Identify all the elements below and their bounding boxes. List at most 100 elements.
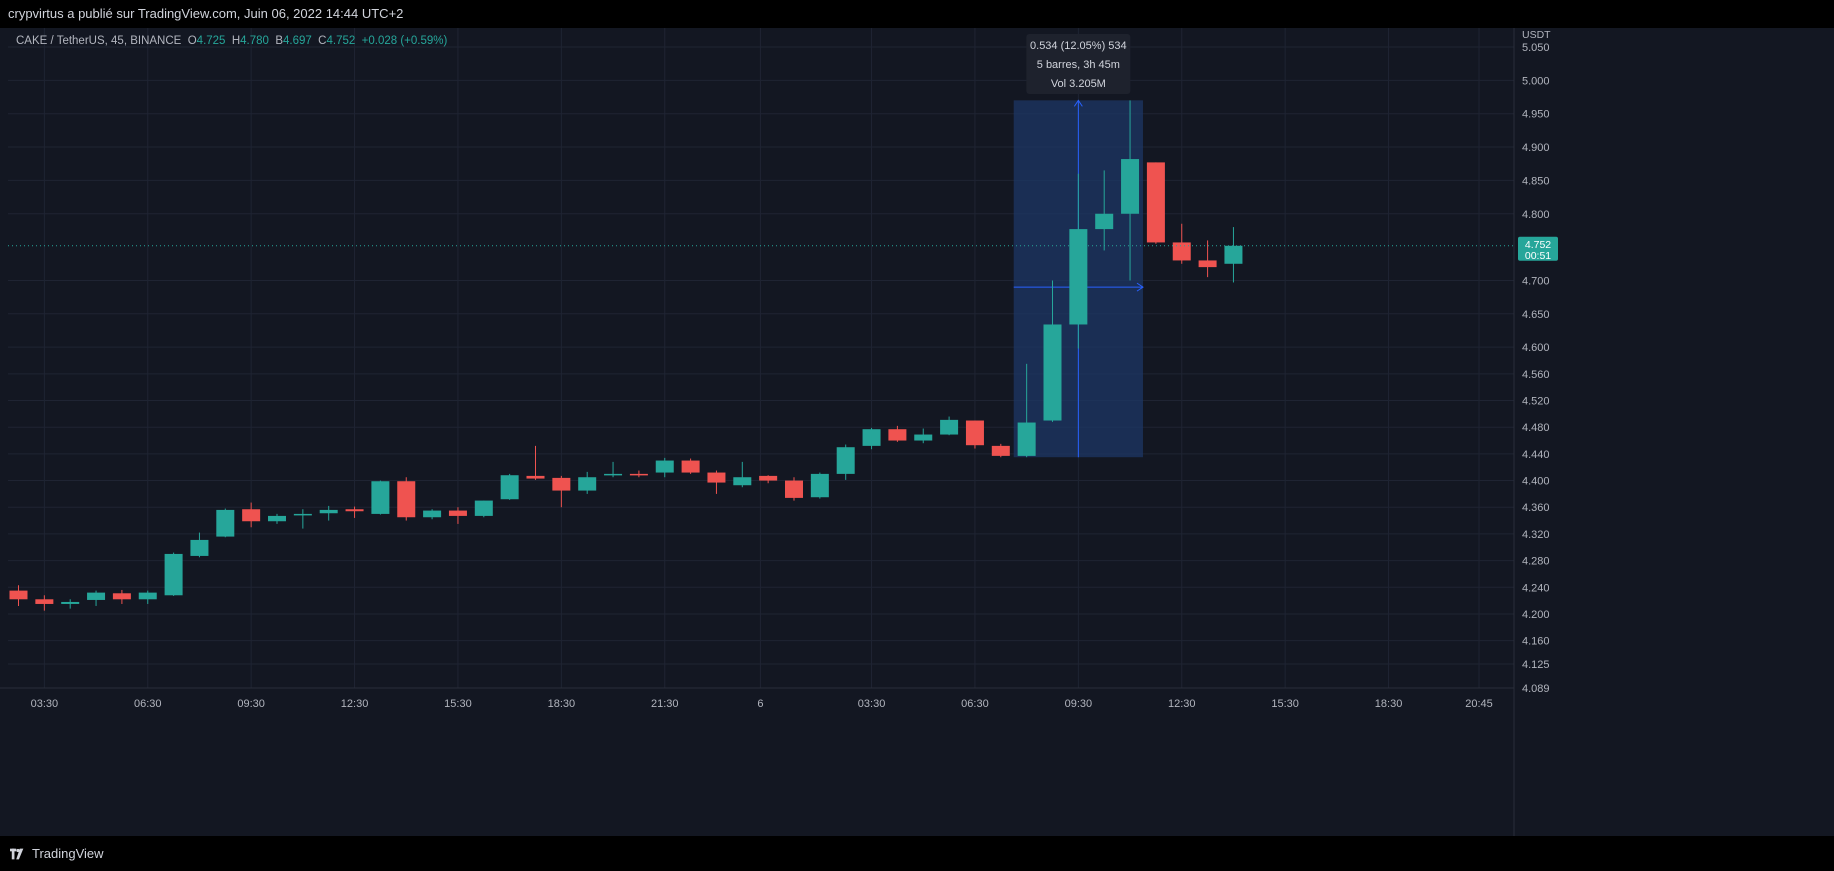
candlestick-chart[interactable]: 0.534 (12.05%) 534 5 barres, 3h 45m Vol 3.… xyxy=(0,28,1834,836)
candle-body xyxy=(1017,422,1036,456)
price-tick-label: 4.560 xyxy=(1522,369,1550,381)
candle-body xyxy=(629,473,648,476)
bar-countdown: 00:51 xyxy=(1525,250,1551,262)
candle-body xyxy=(448,510,467,516)
candle-body xyxy=(345,509,364,512)
candle xyxy=(448,507,467,524)
candle-body xyxy=(1095,213,1114,230)
tradingview-brand[interactable]: TradingView xyxy=(10,846,104,861)
candle xyxy=(552,475,571,508)
published-by-text: crypvirtus a publié sur TradingView.com,… xyxy=(8,6,404,21)
candle xyxy=(319,505,338,521)
candle-body xyxy=(759,475,778,481)
candle-body xyxy=(1043,324,1062,421)
price-tick-label: 4.900 xyxy=(1522,142,1550,154)
candle xyxy=(500,473,519,500)
candle xyxy=(1095,170,1114,251)
candle xyxy=(371,480,390,515)
candle xyxy=(1017,363,1036,458)
price-tick-label: 4.089 xyxy=(1522,683,1550,695)
candle-body xyxy=(268,515,286,522)
price-tick-label: 4.125 xyxy=(1522,659,1550,671)
candle xyxy=(1198,240,1217,278)
price-axis-background xyxy=(1514,28,1834,836)
time-tick-label: 09:30 xyxy=(237,698,265,710)
measurement-label: 0.534 (12.05%) 534 5 barres, 3h 45m Vol 3.… xyxy=(1026,34,1131,94)
candle-body xyxy=(578,477,597,491)
candle-body xyxy=(888,429,907,441)
candle xyxy=(216,508,235,538)
price-tick-label: 4.480 xyxy=(1522,422,1550,434)
price-tick-label: 4.200 xyxy=(1522,609,1550,621)
price-tick-label: 4.600 xyxy=(1522,342,1550,354)
footer-bar: TradingView xyxy=(0,836,1834,871)
candle-body xyxy=(1146,162,1165,243)
high-value: 4.780 xyxy=(240,35,269,47)
time-tick-label: 06:30 xyxy=(134,698,162,710)
price-tick-label: 4.240 xyxy=(1522,582,1550,594)
price-tick-label: 4.950 xyxy=(1522,109,1550,121)
candle-body xyxy=(35,599,54,604)
close-label: C xyxy=(318,35,327,47)
candle-body xyxy=(423,510,442,518)
last-price-value: 4.752 xyxy=(1525,239,1551,251)
measurement-arrowhead-up xyxy=(1073,99,1083,107)
candle xyxy=(138,590,157,604)
candle-body xyxy=(1069,229,1088,325)
candle-body xyxy=(190,539,209,556)
candle xyxy=(1069,173,1088,349)
candle-body xyxy=(733,477,752,486)
candle xyxy=(888,425,907,442)
time-tick-label: 03:30 xyxy=(858,698,886,710)
price-tick-label: 4.320 xyxy=(1522,529,1550,541)
candle-body xyxy=(242,509,261,522)
candle xyxy=(268,513,286,524)
price-tick-label: 4.700 xyxy=(1522,275,1550,287)
candle xyxy=(681,458,700,474)
candle-body xyxy=(655,460,674,473)
price-tick-label: 4.800 xyxy=(1522,209,1550,221)
candle xyxy=(836,444,855,480)
candle-body xyxy=(1172,242,1191,261)
time-tick-label: 09:30 xyxy=(1065,698,1093,710)
candle-body xyxy=(991,445,1010,456)
candle-body xyxy=(914,434,933,441)
price-tick-label: 4.650 xyxy=(1522,309,1550,321)
candle-body xyxy=(397,481,416,518)
candle-body xyxy=(836,447,855,474)
time-axis: 03:30 06:30 09:30 12:30 15:30 18:30 21:30 6 03:3… xyxy=(31,698,1493,710)
measurement-label-line: 5 barres, 3h 45m xyxy=(1037,59,1120,71)
price-axis-unit: USDT xyxy=(1522,29,1551,41)
price-tick-label: 5.050 xyxy=(1522,42,1550,54)
candle xyxy=(759,475,778,484)
time-tick-label: 21:30 xyxy=(651,698,679,710)
chart-frame[interactable]: 0.534 (12.05%) 534 5 barres, 3h 45m Vol 3.… xyxy=(0,28,1834,836)
candle-body xyxy=(9,590,28,600)
candle xyxy=(345,506,364,518)
candle xyxy=(293,509,312,529)
symbol-name: CAKE / TetherUS, 45, BINANCE xyxy=(16,35,182,47)
open-value: 4.725 xyxy=(196,35,226,47)
candle xyxy=(991,443,1010,458)
change-value: +0.028 (+0.59%) xyxy=(361,35,448,47)
candle-body xyxy=(1121,159,1140,214)
candle-body xyxy=(940,419,959,435)
candle xyxy=(164,552,183,596)
price-tick-label: 4.520 xyxy=(1522,396,1550,408)
price-tick-label: 4.280 xyxy=(1522,556,1550,568)
open-label: O xyxy=(187,35,197,47)
low-value: 4.697 xyxy=(283,35,312,47)
measurement-arrowhead-right xyxy=(1136,282,1144,292)
measurement-label-box xyxy=(1026,34,1131,94)
candle-body xyxy=(319,509,338,514)
close-value: 4.752 xyxy=(326,35,356,47)
candle xyxy=(604,461,623,478)
candle xyxy=(578,471,597,494)
candle xyxy=(1043,280,1062,422)
brand-name: TradingView xyxy=(32,846,104,861)
candle-body xyxy=(164,553,183,596)
candle-body xyxy=(707,472,726,483)
time-tick-label: 06:30 xyxy=(961,698,989,710)
candle-body xyxy=(862,429,881,446)
candle xyxy=(423,509,442,520)
